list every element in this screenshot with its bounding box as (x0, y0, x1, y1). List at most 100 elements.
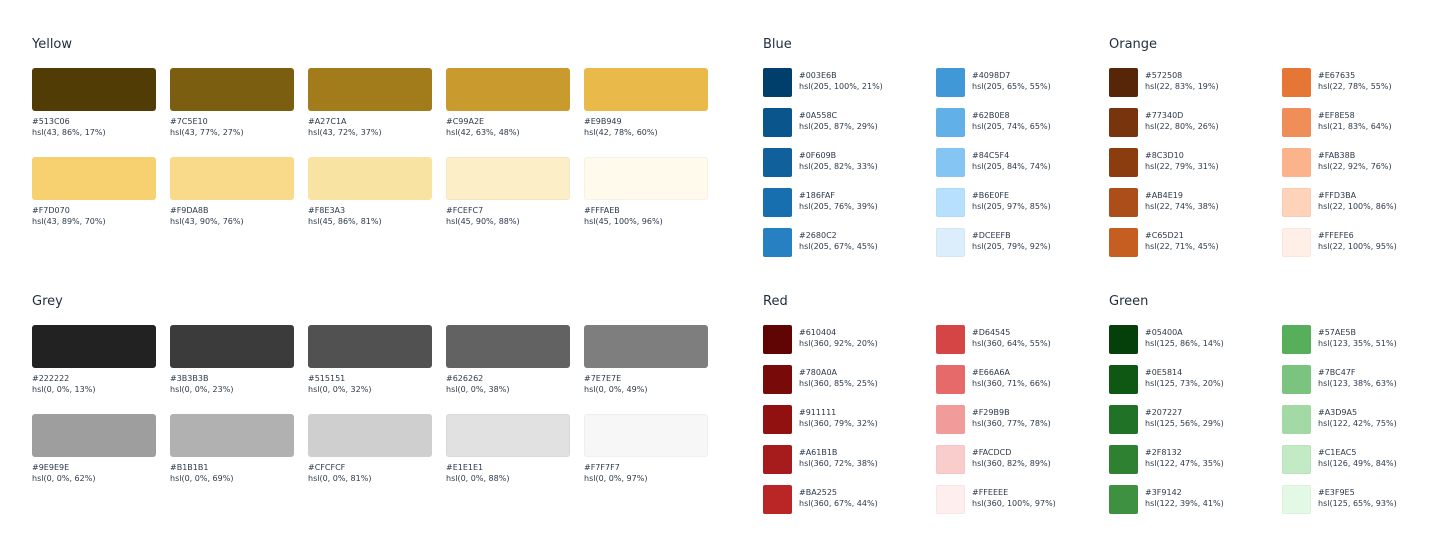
color-swatch (763, 325, 792, 354)
color-hsl-label: hsl(125, 65%, 93%) (1318, 499, 1397, 508)
color-label: #F29B9B hsl(360, 77%, 78%) (972, 407, 1051, 429)
yellow-color-7: #F8E3A3 hsl(45, 86%, 81%) (308, 157, 432, 227)
color-hex-label: #57AE5B (1318, 328, 1356, 337)
color-swatch (763, 485, 792, 514)
color-hex-label: #003E6B (799, 71, 837, 80)
color-label: #E67635 hsl(22, 78%, 55%) (1318, 70, 1392, 92)
color-label: #D64545 hsl(360, 64%, 55%) (972, 327, 1051, 349)
color-label: #207227 hsl(125, 56%, 29%) (1145, 407, 1224, 429)
color-swatch (936, 405, 965, 434)
color-hex-label: #FAB38B (1318, 151, 1356, 160)
color-hsl-label: hsl(43, 77%, 27%) (170, 128, 244, 137)
color-swatch (308, 68, 432, 111)
color-label: #780A0A hsl(360, 85%, 25%) (799, 367, 878, 389)
color-swatch (308, 325, 432, 368)
color-hsl-label: hsl(205, 84%, 74%) (972, 162, 1051, 171)
color-hex-label: #EF8E58 (1318, 111, 1355, 120)
color-hsl-label: hsl(43, 86%, 17%) (32, 128, 106, 137)
color-swatch (763, 445, 792, 474)
color-hsl-label: hsl(123, 35%, 51%) (1318, 339, 1397, 348)
color-hsl-label: hsl(22, 83%, 19%) (1145, 82, 1219, 91)
color-hsl-label: hsl(0, 0%, 38%) (446, 385, 510, 394)
blue-color-8: #B6E0FE hsl(205, 97%, 85%) (936, 188, 1096, 218)
color-hsl-label: hsl(22, 71%, 45%) (1145, 242, 1219, 251)
color-label: #E1E1E1 hsl(0, 0%, 88%) (446, 462, 509, 484)
color-hsl-label: hsl(45, 86%, 81%) (308, 217, 382, 226)
blue-color-4: #2680C2 hsl(205, 67%, 45%) (763, 228, 923, 258)
color-hex-label: #E1E1E1 (446, 463, 484, 472)
color-hex-label: #0F609B (799, 151, 837, 160)
color-hex-label: #A3D9A5 (1318, 408, 1358, 417)
color-hsl-label: hsl(205, 79%, 92%) (972, 242, 1051, 251)
color-label: #E9B949 hsl(42, 78%, 60%) (584, 116, 658, 138)
color-hex-label: #84C5F4 (972, 151, 1010, 160)
color-swatch (936, 188, 965, 217)
color-label: #3B3B3B hsl(0, 0%, 23%) (170, 373, 233, 395)
color-hex-label: #780A0A (799, 368, 838, 377)
color-hsl-label: hsl(0, 0%, 97%) (584, 474, 648, 483)
orange-color-4: #C65D21 hsl(22, 71%, 45%) (1109, 228, 1269, 258)
color-swatch (32, 157, 156, 200)
color-hsl-label: hsl(0, 0%, 88%) (446, 474, 510, 483)
color-swatch (936, 365, 965, 394)
color-hsl-label: hsl(205, 100%, 21%) (799, 82, 883, 91)
color-hex-label: #F7D070 (32, 206, 70, 215)
color-hex-label: #62B0E8 (972, 111, 1010, 120)
color-hsl-label: hsl(22, 74%, 38%) (1145, 202, 1219, 211)
color-swatch (32, 414, 156, 457)
yellow-color-3: #C99A2E hsl(42, 63%, 48%) (446, 68, 570, 138)
color-swatch (32, 68, 156, 111)
color-hsl-label: hsl(360, 77%, 78%) (972, 419, 1051, 428)
color-swatch (1282, 108, 1311, 137)
color-swatch (170, 68, 294, 111)
color-label: #626262 hsl(0, 0%, 38%) (446, 373, 509, 395)
green-color-2: #207227 hsl(125, 56%, 29%) (1109, 405, 1269, 435)
color-hsl-label: hsl(360, 67%, 44%) (799, 499, 878, 508)
blue-color-3: #186FAF hsl(205, 76%, 39%) (763, 188, 923, 218)
color-label: #F7D070 hsl(43, 89%, 70%) (32, 205, 106, 227)
color-swatch (1109, 445, 1138, 474)
color-label: #77340D hsl(22, 80%, 26%) (1145, 110, 1219, 132)
color-hex-label: #FFEEEE (972, 488, 1009, 497)
yellow-color-2: #A27C1A hsl(43, 72%, 37%) (308, 68, 432, 138)
color-hsl-label: hsl(125, 86%, 14%) (1145, 339, 1224, 348)
red-color-1: #780A0A hsl(360, 85%, 25%) (763, 365, 923, 395)
color-swatch (1109, 325, 1138, 354)
color-hsl-label: hsl(0, 0%, 13%) (32, 385, 96, 394)
blue-color-2: #0F609B hsl(205, 82%, 33%) (763, 148, 923, 178)
blue-color-6: #62B0E8 hsl(205, 74%, 65%) (936, 108, 1096, 138)
color-hex-label: #FACDCD (972, 448, 1012, 457)
color-label: #FACDCD hsl(360, 82%, 89%) (972, 447, 1051, 469)
color-swatch (763, 228, 792, 257)
blue-color-5: #4098D7 hsl(205, 65%, 55%) (936, 68, 1096, 98)
color-hex-label: #FFD3BA (1318, 191, 1357, 200)
color-hex-label: #207227 (1145, 408, 1183, 417)
color-swatch (1282, 405, 1311, 434)
color-label: #610404 hsl(360, 92%, 20%) (799, 327, 878, 349)
color-swatch (1282, 68, 1311, 97)
color-label: #EF8E58 hsl(21, 83%, 64%) (1318, 110, 1392, 132)
color-hsl-label: hsl(205, 65%, 55%) (972, 82, 1051, 91)
color-hsl-label: hsl(45, 90%, 88%) (446, 217, 520, 226)
color-hex-label: #4098D7 (972, 71, 1011, 80)
color-hsl-label: hsl(43, 72%, 37%) (308, 128, 382, 137)
color-swatch (1282, 228, 1311, 257)
green-color-6: #7BC47F hsl(123, 38%, 63%) (1282, 365, 1442, 395)
color-label: #7E7E7E hsl(0, 0%, 49%) (584, 373, 647, 395)
color-hsl-label: hsl(22, 100%, 95%) (1318, 242, 1397, 251)
color-hex-label: #626262 (446, 374, 484, 383)
color-hex-label: #C65D21 (1145, 231, 1184, 240)
red-color-3: #A61B1B hsl(360, 72%, 38%) (763, 445, 923, 475)
color-hsl-label: hsl(0, 0%, 62%) (32, 474, 96, 483)
color-label: #FAB38B hsl(22, 92%, 76%) (1318, 150, 1392, 172)
orange-color-7: #FAB38B hsl(22, 92%, 76%) (1282, 148, 1442, 178)
color-hsl-label: hsl(22, 100%, 86%) (1318, 202, 1397, 211)
color-label: #2680C2 hsl(205, 67%, 45%) (799, 230, 878, 252)
grey-color-1: #3B3B3B hsl(0, 0%, 23%) (170, 325, 294, 395)
blue-color-0: #003E6B hsl(205, 100%, 21%) (763, 68, 923, 98)
color-label: #FFFAEB hsl(45, 100%, 96%) (584, 205, 663, 227)
color-hsl-label: hsl(0, 0%, 23%) (170, 385, 234, 394)
color-label: #FFEFE6 hsl(22, 100%, 95%) (1318, 230, 1397, 252)
color-label: #A27C1A hsl(43, 72%, 37%) (308, 116, 382, 138)
color-hex-label: #2680C2 (799, 231, 837, 240)
